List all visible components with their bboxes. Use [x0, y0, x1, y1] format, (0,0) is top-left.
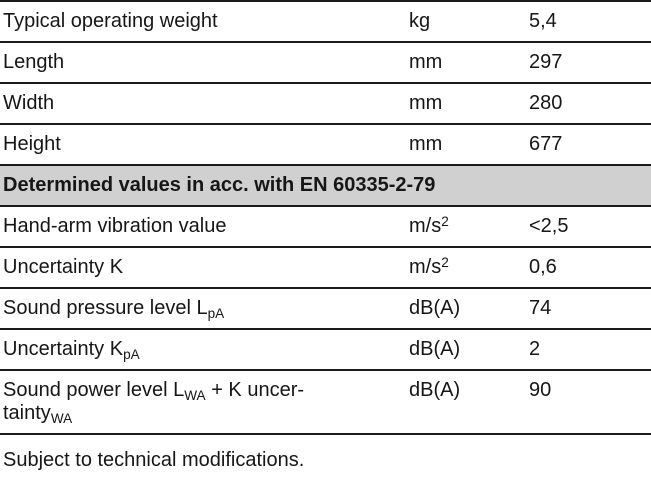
spec-value: 0,6 — [526, 247, 651, 289]
superscript-run: 2 — [441, 213, 449, 229]
spec-label: Sound pressure level LpA — [0, 288, 406, 330]
table-row: Hand-arm vibration value m/s2 <2,5 — [0, 206, 651, 248]
text-run: Length — [3, 51, 65, 73]
subscript-run: pA — [207, 306, 225, 322]
spec-unit: mm — [406, 83, 526, 125]
text-run: dB(A) — [409, 297, 461, 319]
spec-table-body: Typical operating weight kg 5,4 Length mm 297… — [0, 1, 651, 435]
spec-value: 297 — [526, 42, 651, 84]
table-row: Sound pressure level LpA dB(A) 74 — [0, 288, 651, 330]
subscript-run: pA — [123, 347, 140, 363]
section-header-label: Determined values in acc. with EN 60335-… — [0, 165, 651, 207]
table-row: Typical operating weight kg 5,4 — [0, 1, 651, 43]
spec-label: Uncertainty KpA — [0, 329, 406, 371]
footer-note: Subject to technical modifications. — [3, 449, 305, 471]
text-run: mm — [409, 133, 443, 155]
text-run: tainty — [3, 402, 51, 424]
spec-label: Length — [0, 42, 406, 84]
text-run: Height — [3, 133, 61, 155]
table-row: Height mm 677 — [0, 124, 651, 166]
text-run: dB(A) — [409, 379, 461, 401]
table-row: Uncertainty KpA dB(A) 2 — [0, 329, 651, 371]
text-run: Typical operating weight — [3, 10, 218, 32]
spec-value: 74 — [526, 288, 651, 330]
spec-label: Width — [0, 83, 406, 125]
text-run: Uncertainty K — [3, 256, 124, 278]
text-run: kg — [409, 10, 431, 32]
table-row: Length mm 297 — [0, 42, 651, 84]
text-run: m/s — [409, 215, 442, 237]
spec-unit: mm — [406, 124, 526, 166]
text-run: Hand-arm vibration value — [3, 215, 227, 237]
text-run: Sound pressure level L — [3, 297, 208, 319]
table-row: Width mm 280 — [0, 83, 651, 125]
spec-value: <2,5 — [526, 206, 651, 248]
spec-value: 2 — [526, 329, 651, 371]
specifications-table: Typical operating weight kg 5,4 Length mm 297… — [0, 0, 651, 435]
text-run: mm — [409, 51, 443, 73]
spec-unit: kg — [406, 1, 526, 43]
spec-unit: dB(A) — [406, 370, 526, 435]
spec-label: Hand-arm vibration value — [0, 206, 406, 248]
spec-label: Sound power level LWA + K uncer-taintyWA — [0, 370, 406, 435]
table-row: Sound power level LWA + K uncer-taintyWA… — [0, 370, 651, 435]
text-run: + K uncer- — [205, 379, 305, 401]
spec-value: 280 — [526, 83, 651, 125]
text-run: Width — [3, 92, 55, 114]
spec-unit: dB(A) — [406, 329, 526, 371]
spec-label: Typical operating weight — [0, 1, 406, 43]
text-run: Sound power level L — [3, 379, 185, 401]
text-run: dB(A) — [409, 338, 461, 360]
spec-label: Uncertainty K — [0, 247, 406, 289]
subscript-run: WA — [50, 411, 73, 427]
spec-label: Height — [0, 124, 406, 166]
text-run: mm — [409, 92, 443, 114]
spec-value: 90 — [526, 370, 651, 435]
spec-unit: mm — [406, 42, 526, 84]
spec-value: 5,4 — [526, 1, 651, 43]
spec-unit: m/s2 — [406, 247, 526, 289]
spec-value: 677 — [526, 124, 651, 166]
spec-unit: dB(A) — [406, 288, 526, 330]
section-header-row: Determined values in acc. with EN 60335-… — [0, 165, 651, 207]
superscript-run: 2 — [441, 254, 449, 270]
text-run: Uncertainty K — [3, 338, 124, 360]
text-run: Determined values in acc. with EN 60335-… — [3, 174, 436, 196]
text-run: m/s — [409, 256, 442, 278]
subscript-run: WA — [184, 388, 206, 404]
spec-unit: m/s2 — [406, 206, 526, 248]
